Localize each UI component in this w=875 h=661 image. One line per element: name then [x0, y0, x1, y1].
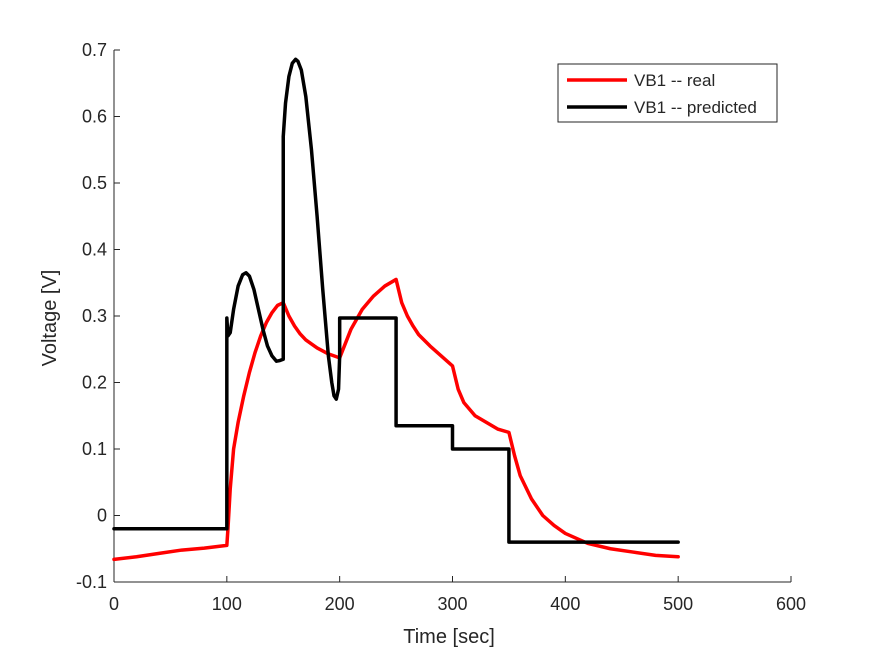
legend-box	[557, 63, 778, 123]
axis-labels: Time [sec] Voltage [V]	[39, 270, 495, 648]
y-tick-label: 0.1	[82, 439, 107, 459]
y-tick-label: 0.7	[82, 40, 107, 60]
axes-layer: 0 100 200 300 400 500 600-0.100.10.20.30.40.50…	[76, 40, 806, 614]
y-tick-label: 0.2	[82, 373, 107, 393]
y-tick-label: -0.1	[76, 572, 107, 592]
x-tick-label: 600	[776, 594, 806, 614]
x-axis-label: Time [sec]	[403, 626, 495, 648]
x-tick-label: 300	[437, 594, 467, 614]
x-tick-label: 200	[325, 594, 355, 614]
series-layer	[112, 57, 680, 562]
series-line-predicted	[112, 57, 680, 544]
y-tick-label: 0.5	[82, 173, 107, 193]
x-tick-label: 400	[550, 594, 580, 614]
x-tick-label: 0	[109, 594, 119, 614]
x-tick-label: 100	[212, 594, 242, 614]
series-line-real	[112, 277, 680, 562]
y-tick-label: 0.6	[82, 107, 107, 127]
y-tick-label: 0.3	[82, 306, 107, 326]
legend-label: VB1 -- predicted	[634, 98, 757, 117]
y-axis-label: Voltage [V]	[39, 270, 61, 367]
y-tick-label: 0.4	[82, 240, 107, 260]
y-tick-label: 0	[97, 506, 107, 526]
legend: VB1 -- real VB1 -- predicted	[557, 63, 778, 123]
legend-label: VB1 -- real	[634, 71, 715, 90]
x-tick-label: 500	[663, 594, 693, 614]
